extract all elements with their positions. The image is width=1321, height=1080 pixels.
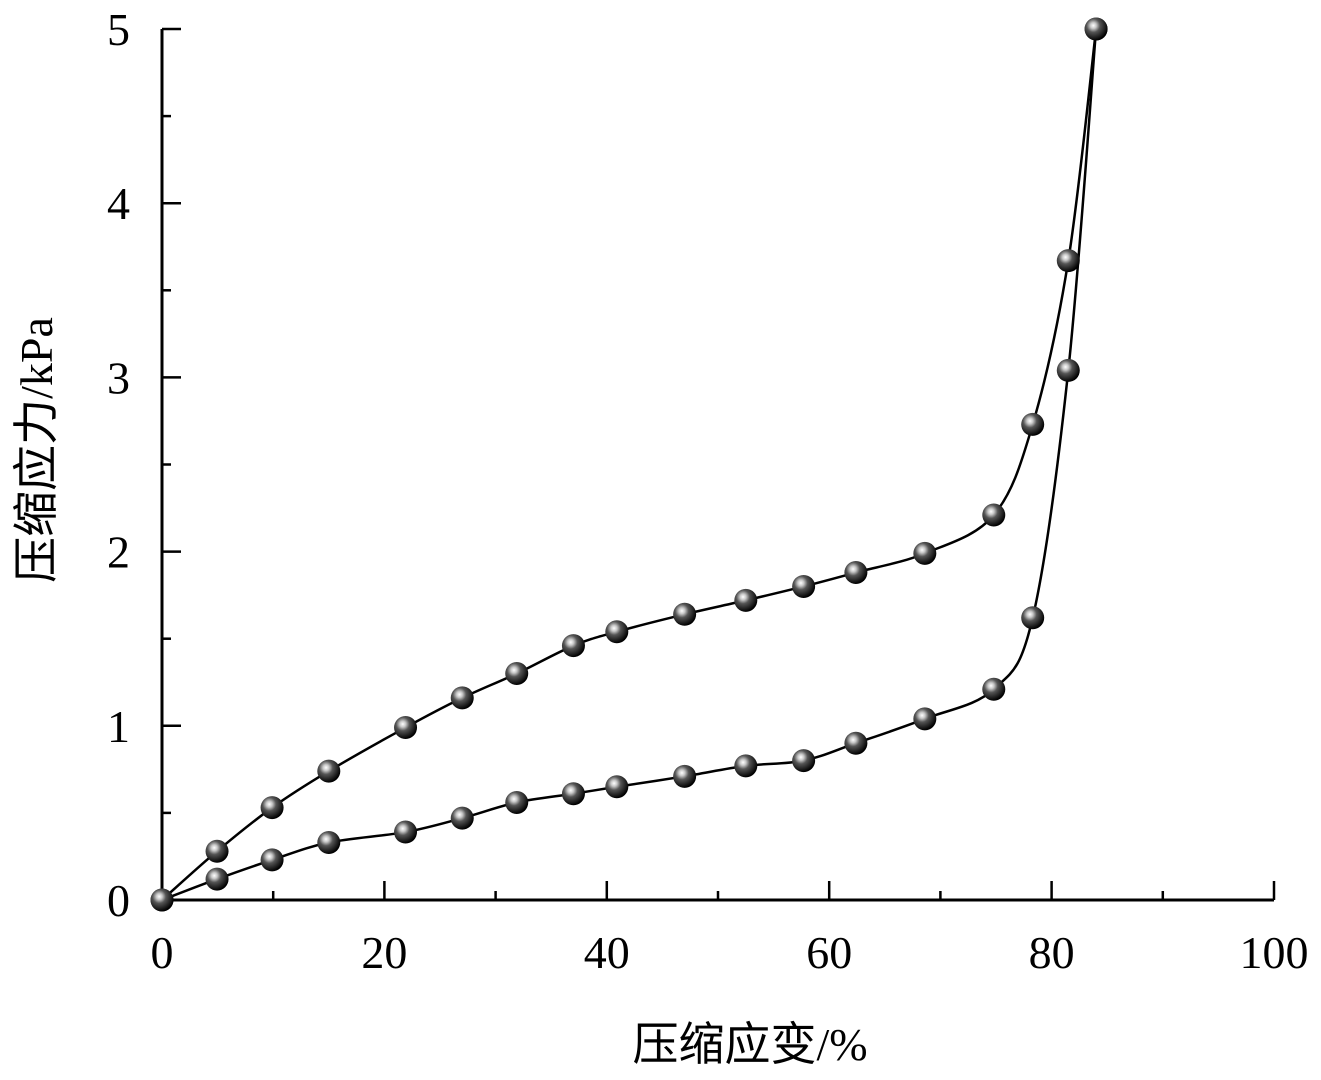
series-2-point [394,820,418,844]
y-tick-label: 5 [107,4,130,55]
x-tick-label: 60 [806,927,852,978]
series-1-point [450,686,474,710]
series-1-point [561,634,585,658]
series-1-point [605,620,629,644]
series-2-line [161,28,1098,902]
series-2-point [317,831,341,855]
series-2-point [561,782,585,806]
series-1-point [317,759,341,783]
series-1-point [734,588,758,612]
y-tick-label: 3 [107,352,130,403]
series-1-point [394,716,418,740]
series-2-point [205,867,229,891]
series-1-point [505,662,529,686]
series-2-point [1084,17,1108,41]
series-1-point [673,602,697,626]
y-tick-label: 4 [107,178,130,229]
series-group [150,17,1108,912]
x-tick-label: 80 [1029,927,1075,978]
series-1-point [844,561,868,585]
x-tick-label: 0 [151,927,174,978]
x-axis-label: 压缩应变/% [632,1019,867,1070]
series-2-point [150,888,174,912]
series-1-point [982,503,1006,527]
series-2-point [1056,358,1080,382]
series-2-point [605,775,629,799]
axes: 0 20 40 60 80 100 0 1 2 3 4 5 [107,4,1309,978]
series-2-point [844,731,868,755]
y-tick-label: 1 [107,701,130,752]
y-axis-label: 压缩应力/kPa [11,317,62,583]
y-tick-label: 2 [107,527,130,578]
series-1-point [260,796,284,820]
series-1-point [1056,249,1080,273]
x-tick-label: 100 [1240,927,1309,978]
series-2-point [1021,606,1045,630]
series-2-point [734,754,758,778]
series-1-line [161,28,1098,901]
y-tick-label: 0 [107,875,130,926]
series-2-point [982,677,1006,701]
series-1-point [205,839,229,863]
series-2-point [505,790,529,814]
x-tick-label: 40 [584,927,630,978]
x-tick-label: 20 [361,927,407,978]
series-2-point [450,806,474,830]
series-2-point [792,749,816,773]
series-2-point [913,707,937,731]
series-1-point [913,541,937,565]
series-1-point [792,574,816,598]
series-2-point [673,764,697,788]
series-1-point [1021,412,1045,436]
series-2-point [260,848,284,872]
